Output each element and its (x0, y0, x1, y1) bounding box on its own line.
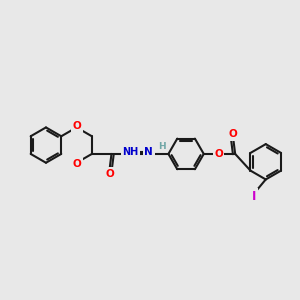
Text: I: I (252, 190, 256, 202)
Text: NH: NH (122, 147, 138, 157)
Text: O: O (214, 149, 223, 159)
Text: O: O (105, 169, 114, 178)
Text: O: O (72, 159, 81, 169)
Text: O: O (229, 129, 238, 139)
Text: H: H (158, 142, 165, 151)
Text: N: N (144, 147, 153, 157)
Text: O: O (72, 122, 81, 131)
